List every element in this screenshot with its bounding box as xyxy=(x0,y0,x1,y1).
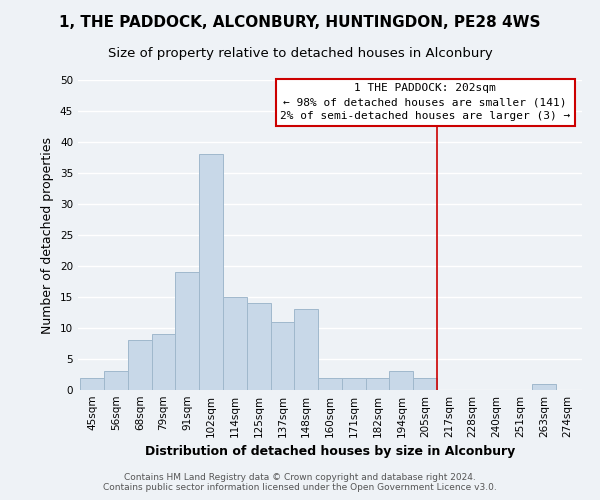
X-axis label: Distribution of detached houses by size in Alconbury: Distribution of detached houses by size … xyxy=(145,446,515,458)
Bar xyxy=(80,378,104,390)
Text: 1, THE PADDOCK, ALCONBURY, HUNTINGDON, PE28 4WS: 1, THE PADDOCK, ALCONBURY, HUNTINGDON, P… xyxy=(59,15,541,30)
Bar xyxy=(318,378,342,390)
Bar xyxy=(389,372,413,390)
Bar xyxy=(342,378,365,390)
Bar xyxy=(223,297,247,390)
Bar xyxy=(104,372,128,390)
Bar xyxy=(152,334,175,390)
Text: Size of property relative to detached houses in Alconbury: Size of property relative to detached ho… xyxy=(107,48,493,60)
Bar xyxy=(365,378,389,390)
Bar xyxy=(175,272,199,390)
Bar xyxy=(532,384,556,390)
Bar xyxy=(413,378,437,390)
Text: Contains HM Land Registry data © Crown copyright and database right 2024.: Contains HM Land Registry data © Crown c… xyxy=(124,474,476,482)
Bar xyxy=(247,303,271,390)
Text: 1 THE PADDOCK: 202sqm
← 98% of detached houses are smaller (141)
2% of semi-deta: 1 THE PADDOCK: 202sqm ← 98% of detached … xyxy=(280,83,570,121)
Bar xyxy=(128,340,152,390)
Text: Contains public sector information licensed under the Open Government Licence v3: Contains public sector information licen… xyxy=(103,484,497,492)
Bar xyxy=(271,322,295,390)
Bar xyxy=(199,154,223,390)
Y-axis label: Number of detached properties: Number of detached properties xyxy=(41,136,55,334)
Bar xyxy=(295,310,318,390)
